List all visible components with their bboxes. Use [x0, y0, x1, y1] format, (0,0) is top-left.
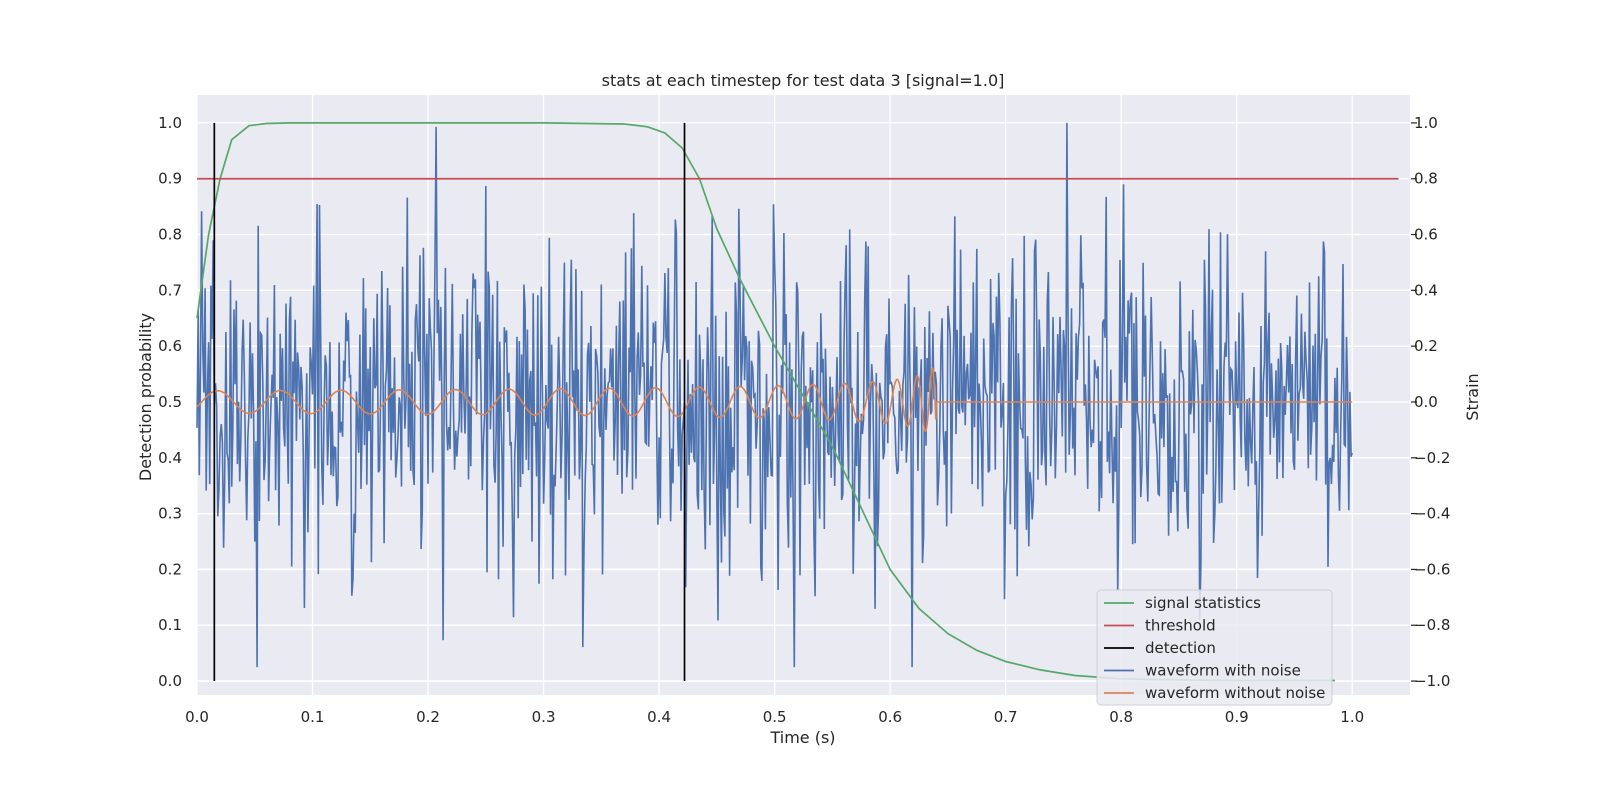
x-tick-label: 0.4 — [647, 708, 671, 726]
x-axis: 0.0 0.1 0.2 0.3 0.4 0.5 0.6 0.7 0.8 0.9 1.0 — [185, 708, 1364, 726]
y-tick-label: 0.5 — [158, 393, 182, 411]
legend-entry: waveform without noise — [1145, 684, 1325, 702]
y-tick-label: 0.0 — [158, 672, 182, 690]
y-right-tick-label: −0.2 — [1414, 449, 1450, 467]
y-right-tick-label: 0.8 — [1414, 170, 1438, 188]
y-axis-right: −1.0 −0.8 −0.6 −0.4 −0.2 0.0 0.2 0.4 0.6 0.8 1.0 — [1411, 114, 1450, 690]
y-right-tick-label: 0.4 — [1414, 281, 1438, 299]
x-tick-label: 0.7 — [994, 708, 1018, 726]
y-tick-label: 0.8 — [158, 226, 182, 244]
y-tick-label: 0.7 — [158, 281, 182, 299]
x-tick-label: 0.0 — [185, 708, 209, 726]
x-tick-label: 1.0 — [1340, 708, 1364, 726]
y-axis-right-label: Strain — [1463, 373, 1482, 420]
y-right-tick-label: 0.0 — [1414, 393, 1438, 411]
series-signal-statistics — [196, 122, 1335, 682]
x-axis-label: Time (s) — [769, 728, 835, 747]
legend-entry: signal statistics — [1145, 594, 1261, 612]
y-right-tick-label: 1.0 — [1414, 114, 1438, 132]
x-tick-label: 0.1 — [301, 708, 325, 726]
x-tick-label: 0.3 — [532, 708, 556, 726]
y-tick-label: 0.9 — [158, 170, 182, 188]
y-tick-label: 0.2 — [158, 560, 182, 578]
x-tick-label: 0.5 — [763, 708, 787, 726]
x-tick-label: 0.6 — [878, 708, 902, 726]
y-right-tick-label: −1.0 — [1414, 672, 1450, 690]
y-right-tick-label: 0.2 — [1414, 337, 1438, 355]
legend-entry: waveform with noise — [1145, 662, 1301, 680]
y-right-tick-label: −0.4 — [1414, 505, 1450, 523]
y-right-tick-label: −0.8 — [1414, 616, 1450, 634]
series-waveform-without-noise — [196, 366, 1353, 433]
chart-title: stats at each timestep for test data 3 [… — [602, 71, 1005, 90]
y-right-tick-label: −0.6 — [1414, 560, 1450, 578]
series-waveform-with-noise — [196, 122, 1353, 668]
x-tick-label: 0.8 — [1109, 708, 1133, 726]
y-tick-label: 0.4 — [158, 449, 182, 467]
legend-entry: threshold — [1145, 617, 1216, 635]
y-tick-label: 0.6 — [158, 337, 182, 355]
x-tick-label: 0.9 — [1225, 708, 1249, 726]
legend: signal statistics threshold detection wavef… — [1096, 589, 1333, 706]
series-layer — [196, 122, 1399, 682]
y-tick-label: 0.1 — [158, 616, 182, 634]
y-axis-left: 0.0 0.1 0.2 0.3 0.4 0.5 0.6 0.7 0.8 0.9 1.0 — [158, 114, 182, 690]
legend-box — [1096, 589, 1333, 706]
y-axis-label: Detection probability — [136, 313, 155, 481]
x-tick-label: 0.2 — [416, 708, 440, 726]
y-right-tick-label: 0.6 — [1414, 226, 1438, 244]
y-tick-label: 1.0 — [158, 114, 182, 132]
y-tick-label: 0.3 — [158, 505, 182, 523]
legend-entry: detection — [1145, 639, 1216, 657]
